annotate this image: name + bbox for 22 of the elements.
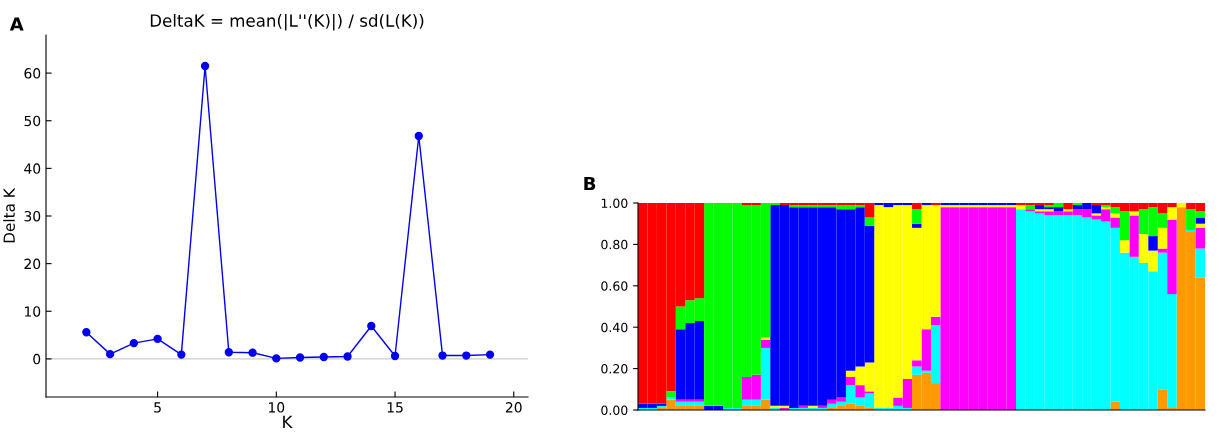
x-tick-label: 20 [505,402,522,413]
y-tick-label: 10 [24,306,41,317]
x-tick-label: 10 [269,402,285,413]
x-axis-title: K [283,415,293,428]
y-tick-label: 40 [24,163,41,174]
y-tick-label: 0.00 [601,405,628,415]
y-tick-label: 0.60 [601,281,628,291]
y-tick-label: 0 [33,353,41,365]
chart-title: DeltaK = mean(|L''(K)|) / sd(L(K)) [150,13,424,31]
y-axis-title: Delta K [3,187,15,243]
y-tick-label: 20 [24,258,41,270]
y-tick-label: 50 [24,115,41,127]
y-tick-label: 60 [24,68,41,79]
text: B [584,176,596,191]
text: A [9,17,24,31]
y-tick-label: 1.00 [601,198,628,208]
y-tick-label: 0.80 [601,239,628,250]
y-tick-label: 0.20 [601,364,628,374]
x-tick-label: 15 [387,402,403,413]
x-tick-label: 5 [154,402,161,413]
y-tick-label: 0.40 [601,322,628,333]
y-tick-label: 30 [24,210,41,222]
